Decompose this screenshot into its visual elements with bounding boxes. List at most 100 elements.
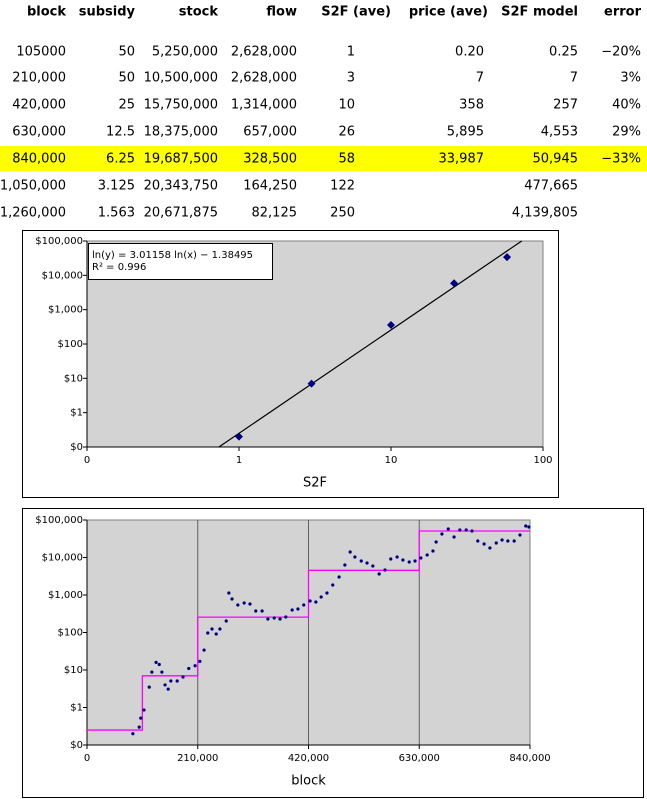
- data-point: [160, 670, 164, 674]
- table-cell: 2,628,000: [231, 45, 297, 60]
- data-point: [389, 557, 393, 561]
- table-cell: 0.25: [549, 45, 578, 60]
- table-cell: 3%: [620, 71, 641, 86]
- data-point: [227, 591, 231, 595]
- table-cell: 12.5: [106, 125, 135, 140]
- data-point: [235, 432, 243, 441]
- data-point: [198, 659, 202, 663]
- data-point: [272, 616, 276, 620]
- data-point: [131, 732, 135, 736]
- data-point: [450, 279, 459, 288]
- table-cell: 210,000: [12, 71, 66, 86]
- data-point: [157, 662, 161, 667]
- table-cell: 58: [338, 152, 355, 167]
- data-point: [202, 648, 206, 652]
- data-point: [401, 558, 405, 562]
- data-point: [524, 524, 528, 528]
- y-tick-label: $1,000: [48, 590, 83, 601]
- table-cell: 477,665: [524, 179, 578, 194]
- table-cell: 19,687,500: [144, 152, 218, 167]
- table-cell: 358: [459, 98, 484, 113]
- data-point: [230, 597, 234, 601]
- table-cell: 6.25: [106, 152, 135, 167]
- x-tick-label: 1: [236, 455, 242, 466]
- table-cell: 10,500,000: [144, 71, 218, 86]
- column-header: S2F (ave): [321, 5, 391, 20]
- y-tick-label: $100: [58, 628, 83, 639]
- data-point: [377, 572, 381, 576]
- data-point: [458, 528, 462, 532]
- data-point: [470, 529, 474, 533]
- table-cell: 82,125: [252, 206, 298, 221]
- table-cell: −20%: [601, 45, 641, 60]
- table-cell: 5,895: [447, 125, 484, 140]
- data-point: [224, 619, 228, 623]
- data-point: [325, 591, 329, 595]
- data-point: [242, 601, 246, 605]
- y-tick-label: $0: [70, 740, 83, 751]
- x-tick-label: 0: [84, 455, 90, 466]
- table-cell: 328,500: [243, 152, 297, 167]
- data-point: [446, 527, 450, 531]
- table-cell: 657,000: [243, 125, 297, 140]
- data-point: [343, 563, 347, 567]
- table-cell: 10: [338, 98, 355, 113]
- table-cell: 50: [118, 71, 135, 86]
- column-header: stock: [179, 5, 219, 20]
- data-point: [187, 666, 191, 671]
- data-point: [407, 560, 411, 564]
- y-tick-label: $100,000: [35, 236, 83, 247]
- data-point: [236, 603, 240, 607]
- model-line: [87, 530, 530, 731]
- data-point: [425, 553, 429, 557]
- x-tick-label: 0: [84, 753, 90, 764]
- data-point: [452, 535, 456, 539]
- data-point: [387, 320, 395, 329]
- trendline: [218, 240, 523, 448]
- column-header: error: [604, 5, 642, 20]
- y-tick-label: $10: [64, 665, 83, 676]
- data-point: [150, 670, 154, 674]
- table-cell: 3.125: [98, 179, 135, 194]
- data-point: [193, 664, 197, 668]
- data-point: [154, 660, 158, 664]
- column-header: flow: [266, 5, 297, 20]
- data-point: [348, 550, 352, 554]
- y-tick-label: $1,000: [48, 305, 83, 316]
- data-point: [413, 559, 417, 563]
- row-highlight: [0, 146, 647, 171]
- x-tick-label: 210,000: [177, 753, 218, 764]
- y-tick-label: $100,000: [35, 515, 83, 526]
- table-cell: 18,375,000: [144, 125, 218, 140]
- table-cell: 5,250,000: [152, 45, 218, 60]
- data-point: [359, 559, 363, 563]
- data-point: [431, 549, 435, 553]
- x-tick-label: 420,000: [288, 753, 329, 764]
- data-point: [254, 609, 258, 613]
- data-point: [518, 533, 522, 537]
- table-cell: 7: [476, 71, 484, 86]
- column-header: subsidy: [79, 5, 136, 20]
- data-point: [139, 716, 143, 720]
- data-point: [476, 539, 480, 543]
- data-point: [464, 528, 468, 532]
- data-point: [163, 683, 167, 687]
- data-point: [331, 583, 335, 587]
- data-point: [142, 708, 146, 712]
- table-cell: 1,314,000: [231, 98, 297, 113]
- y-tick-label: $10,000: [42, 270, 83, 281]
- data-point: [353, 555, 357, 559]
- annotation: R² = 0.996: [92, 262, 146, 273]
- x-tick-label: 630,000: [399, 753, 440, 764]
- y-tick-label: $10,000: [42, 553, 83, 564]
- data-point: [206, 631, 210, 635]
- table-cell: 2,628,000: [231, 71, 297, 86]
- data-point: [395, 555, 399, 559]
- data-point: [284, 615, 288, 619]
- data-point: [278, 617, 282, 621]
- y-tick-label: $1: [70, 703, 83, 714]
- data-point: [419, 556, 423, 560]
- data-point: [500, 538, 504, 542]
- data-point: [512, 539, 516, 543]
- table-cell: 50,945: [533, 152, 579, 167]
